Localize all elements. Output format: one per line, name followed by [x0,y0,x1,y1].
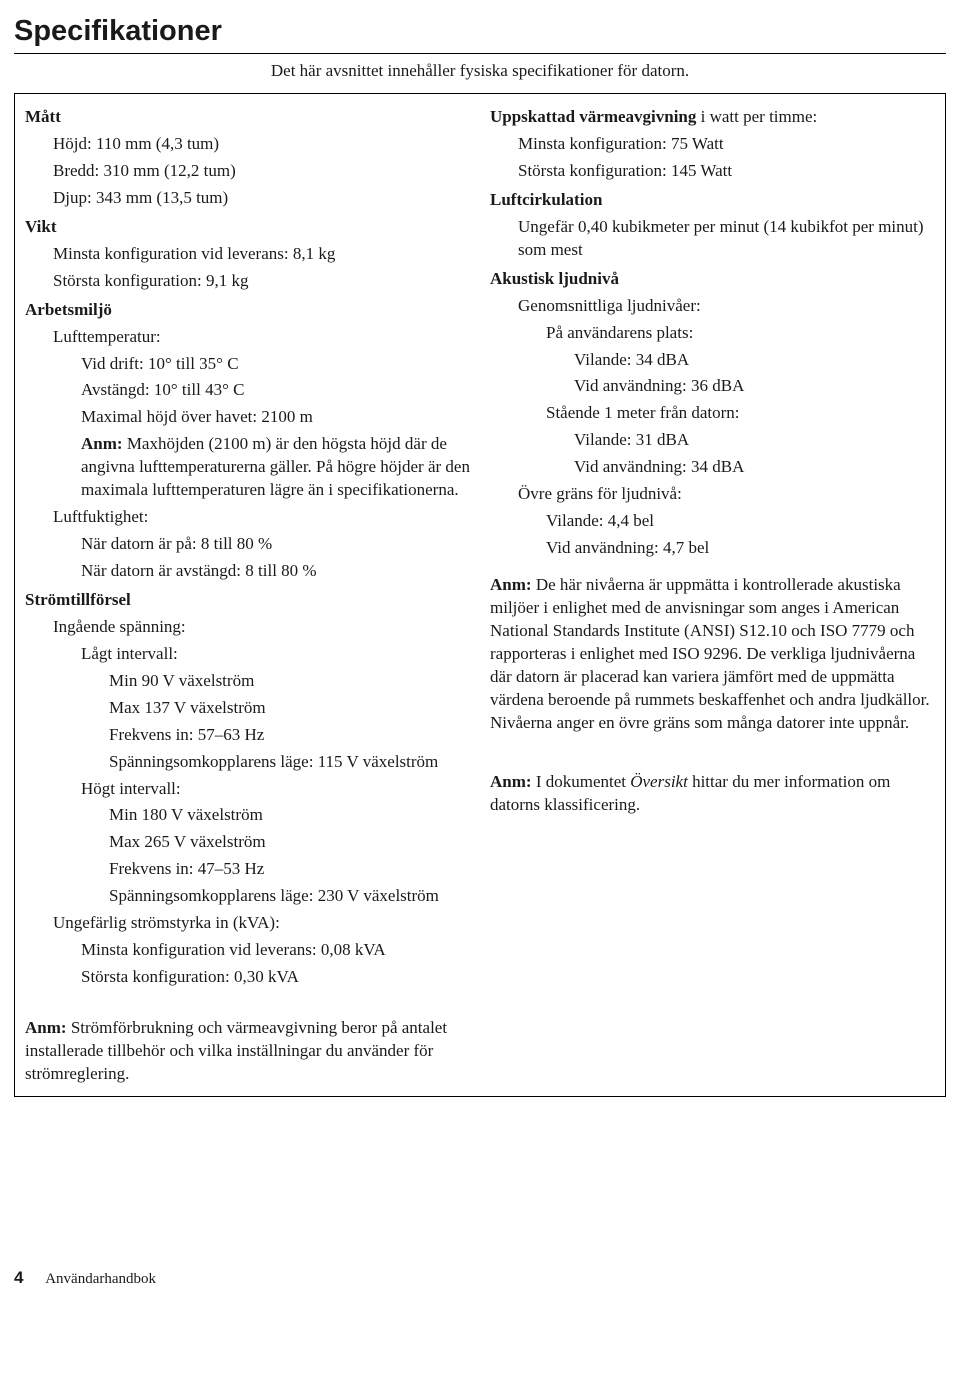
high-max: Max 265 V växelström [109,831,470,854]
low-min: Min 90 V växelström [109,670,470,693]
page-title: Specifikationer [14,12,946,54]
maxhojd: Maximal höjd över havet: 2100 m [81,406,470,429]
fukt-on: När datorn är på: 8 till 80 % [81,533,470,556]
arbetsmiljo-heading: Arbetsmiljö [25,299,470,322]
low-freq: Frekvens in: 57–63 Hz [109,724,470,747]
anm-text: De här nivåerna är uppmätta i kontroller… [490,575,930,732]
anm-label: Anm: [490,575,532,594]
varme-min: Minsta konfiguration: 75 Watt [518,133,935,156]
kva-max: Största konfiguration: 0,30 kVA [81,966,470,989]
high-freq: Frekvens in: 47–53 Hz [109,858,470,881]
akustik-heading: Akustisk ljudnivå [490,268,935,291]
anm-italic: Översikt [630,772,688,791]
user-label: På användarens plats: [546,322,935,345]
fukt-off: När datorn är avstängd: 8 till 80 % [81,560,470,583]
matt-djup: Djup: 343 mm (13,5 tum) [53,187,470,210]
stand-idle: Vilande: 31 dBA [574,429,935,452]
spec-table: Mått Höjd: 110 mm (4,3 tum) Bredd: 310 m… [14,93,946,1097]
vikt-min: Minsta konfiguration vid leverans: 8,1 k… [53,243,470,266]
low-switch: Spänningsomkopplarens läge: 115 V växels… [109,751,470,774]
stand-label: Stående 1 meter från datorn: [546,402,935,425]
stromtillforsel-heading: Strömtillförsel [25,589,470,612]
anm-text: Maxhöjden (2100 m) är den högsta höjd dä… [81,434,470,499]
page-footer: 4 Användarhandbok [14,1267,946,1290]
varme-rest: i watt per timme: [696,107,817,126]
user-use: Vid användning: 36 dBA [574,375,935,398]
luftfuktighet-label: Luftfuktighet: [53,506,470,529]
right-column: Uppskattad värmeavgivning i watt per tim… [480,94,945,1096]
high-interval-label: Högt intervall: [81,778,470,801]
anm-label: Anm: [490,772,532,791]
varme-max: Största konfiguration: 145 Watt [518,160,935,183]
high-switch: Spänningsomkopplarens läge: 230 V växels… [109,885,470,908]
footer-label: Användarhandbok [45,1271,156,1287]
page-number: 4 [14,1268,23,1287]
intro-text: Det här avsnittet innehåller fysiska spe… [14,60,946,83]
maxhojd-note: Anm: Maxhöjden (2100 m) är den högsta hö… [81,433,470,502]
luft-heading: Luftcirkulation [490,189,935,212]
avg-label: Genomsnittliga ljudnivåer: [518,295,935,318]
vikt-max: Största konfiguration: 9,1 kg [53,270,470,293]
lufttemp-avstangd: Avstängd: 10° till 43° C [81,379,470,402]
upper-use: Vid användning: 4,7 bel [546,537,935,560]
spanning-label: Ingående spänning: [53,616,470,639]
varme-bold: Uppskattad värmeavgivning [490,107,696,126]
matt-bredd: Bredd: 310 mm (12,2 tum) [53,160,470,183]
stand-use: Vid användning: 34 dBA [574,456,935,479]
matt-hojd: Höjd: 110 mm (4,3 tum) [53,133,470,156]
akustik-note-2: Anm: I dokumentet Översikt hittar du mer… [490,771,935,817]
left-column: Mått Höjd: 110 mm (4,3 tum) Bredd: 310 m… [15,94,480,1096]
upper-idle: Vilande: 4,4 bel [546,510,935,533]
low-max: Max 137 V växelström [109,697,470,720]
anm-text: Strömförbrukning och värmeavgivning bero… [25,1018,447,1083]
kva-min: Minsta konfiguration vid leverans: 0,08 … [81,939,470,962]
vikt-heading: Vikt [25,216,470,239]
anm-label: Anm: [81,434,123,453]
user-idle: Vilande: 34 dBA [574,349,935,372]
varme-heading: Uppskattad värmeavgivning i watt per tim… [490,106,935,129]
lufttemp-label: Lufttemperatur: [53,326,470,349]
akustik-note-1: Anm: De här nivåerna är uppmätta i kontr… [490,574,935,735]
lufttemp-drift: Vid drift: 10° till 35° C [81,353,470,376]
upper-label: Övre gräns för ljudnivå: [518,483,935,506]
strom-note: Anm: Strömförbrukning och värmeavgivning… [25,1017,470,1086]
low-interval-label: Lågt intervall: [81,643,470,666]
anm-label: Anm: [25,1018,67,1037]
high-min: Min 180 V växelström [109,804,470,827]
luft-text: Ungefär 0,40 kubikmeter per minut (14 ku… [518,216,935,262]
anm-pre: I dokumentet [536,772,630,791]
kva-label: Ungefärlig strömstyrka in (kVA): [53,912,470,935]
matt-heading: Mått [25,106,470,129]
